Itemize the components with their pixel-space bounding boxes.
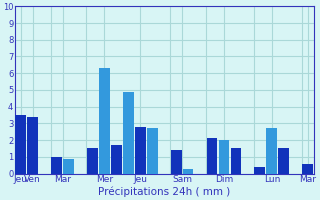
Bar — [99, 68, 110, 174]
Bar — [207, 138, 217, 174]
X-axis label: Précipitations 24h ( mm ): Précipitations 24h ( mm ) — [98, 187, 230, 197]
Bar — [123, 92, 134, 174]
Bar — [147, 128, 157, 174]
Bar — [15, 115, 26, 174]
Bar — [230, 148, 241, 174]
Bar — [183, 169, 194, 174]
Bar — [51, 157, 62, 174]
Bar — [87, 148, 98, 174]
Bar — [219, 140, 229, 174]
Bar — [254, 167, 265, 174]
Bar — [267, 128, 277, 174]
Bar — [63, 159, 74, 174]
Bar — [278, 148, 289, 174]
Bar — [135, 127, 146, 174]
Bar — [171, 150, 181, 174]
Bar — [27, 117, 38, 174]
Bar — [302, 164, 313, 174]
Bar — [111, 145, 122, 174]
